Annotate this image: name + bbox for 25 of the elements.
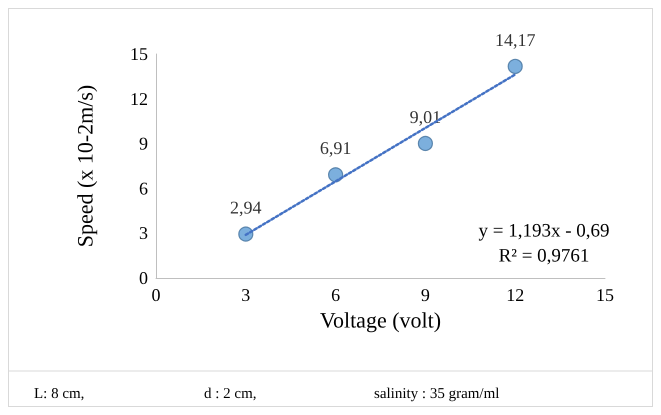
- point: [418, 136, 433, 152]
- y-tick-label: 15: [130, 44, 148, 64]
- x-tick-label: 6: [331, 285, 340, 305]
- annotation: R² = 0,9761: [498, 246, 590, 266]
- text: d : 2 cm,: [204, 386, 256, 402]
- y-tick-label: 6: [139, 178, 148, 198]
- y-tick-label: 0: [139, 268, 148, 288]
- x-tick-label: 0: [152, 285, 160, 305]
- annotation: y = 1,193x - 0,69: [478, 220, 610, 242]
- y-tick-label: 12: [130, 88, 148, 109]
- x-tick-label: 3: [241, 285, 250, 305]
- y-tick-label: 9: [139, 134, 148, 154]
- x-tick-label: 15: [596, 285, 614, 305]
- y-axis-title: Speed (x 10-2m/s): [72, 84, 98, 248]
- x-axis-title: Voltage (volt): [320, 307, 442, 332]
- data-label: 6,91: [320, 138, 352, 158]
- text: salinity : 35 gram/ml: [374, 386, 500, 402]
- data-label: 14,17: [494, 30, 536, 50]
- text: L: 8 cm,: [34, 386, 84, 402]
- data-label: 9,01: [410, 106, 442, 127]
- x-tick-label: 9: [420, 285, 430, 305]
- data-label: 2,94: [230, 197, 262, 218]
- y-tick-label: 3: [139, 223, 148, 244]
- x-tick-label: 12: [506, 285, 524, 305]
- point: [508, 58, 523, 74]
